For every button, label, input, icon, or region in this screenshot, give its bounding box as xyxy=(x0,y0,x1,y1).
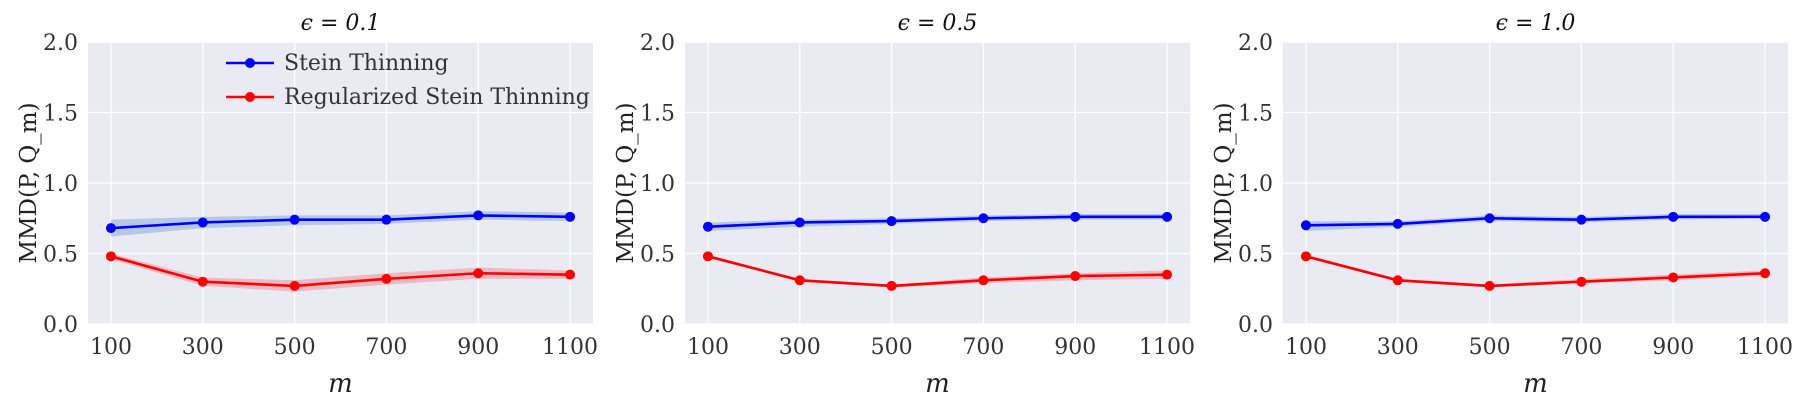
y-tick-label: 1.0 xyxy=(1238,172,1273,197)
x-tick-label: 700 xyxy=(962,335,1004,360)
data-point xyxy=(978,275,989,286)
y-tick-label: 0.0 xyxy=(1238,313,1273,338)
series-line xyxy=(1305,255,1766,288)
y-axis-label: MMD(P, Q_m) xyxy=(16,102,42,263)
y-tick-label: 0.5 xyxy=(43,243,78,268)
y-tick-label: 1.5 xyxy=(43,102,78,127)
x-tick-label: 100 xyxy=(1285,335,1327,360)
x-tick-label: 1100 xyxy=(542,335,598,360)
x-tick-label: 700 xyxy=(365,335,407,360)
chart-panel-2: 100 300 500 700 900 1100 0.0 0.5 1.0 1.5 2.0 ϵ = 0.… xyxy=(613,11,1195,399)
x-tick-label: 900 xyxy=(457,335,499,360)
data-point xyxy=(1300,220,1311,231)
data-point xyxy=(1760,211,1771,222)
data-point xyxy=(1070,211,1081,222)
legend: Stein Thinning Regularized Stein Thinning xyxy=(226,51,590,110)
x-tick-label: 100 xyxy=(90,335,132,360)
y-tick-label: 1.0 xyxy=(640,172,675,197)
x-axis-label: m xyxy=(1523,369,1548,399)
data-point xyxy=(1392,218,1403,229)
confidence-band xyxy=(707,254,1168,288)
x-tick-label: 1100 xyxy=(1139,335,1195,360)
data-point xyxy=(1484,213,1495,224)
x-tick-label: 700 xyxy=(1560,335,1602,360)
data-point xyxy=(473,210,484,221)
data-point xyxy=(886,280,897,291)
y-tick-label: 0.5 xyxy=(1238,243,1273,268)
data-point xyxy=(105,223,116,234)
legend-marker xyxy=(245,58,255,68)
x-tick-label: 500 xyxy=(274,335,316,360)
data-point xyxy=(702,221,713,232)
y-tick-label: 2.0 xyxy=(640,31,675,56)
y-tick-label: 0.5 xyxy=(640,243,675,268)
chart-panel-3: 100 300 500 700 900 1100 0.0 0.5 1.0 1.5 2.0 ϵ = 1.… xyxy=(1211,11,1793,399)
x-axis-label: m xyxy=(328,369,353,399)
data-point xyxy=(565,269,576,280)
y-tick-label: 2.0 xyxy=(1238,31,1273,56)
data-point xyxy=(1162,269,1173,280)
data-point xyxy=(1668,211,1679,222)
y-tick-label: 1.5 xyxy=(1238,102,1273,127)
data-point xyxy=(794,217,805,228)
y-axis-label: MMD(P, Q_m) xyxy=(1211,102,1237,263)
legend-marker xyxy=(245,92,255,102)
data-point xyxy=(1760,268,1771,279)
x-tick-label: 300 xyxy=(182,335,224,360)
chart-title: ϵ = 1.0 xyxy=(1496,11,1576,36)
data-point xyxy=(702,251,713,262)
series-line xyxy=(1305,215,1766,227)
data-point xyxy=(289,214,300,225)
data-point xyxy=(197,217,208,228)
x-tick-label: 500 xyxy=(871,335,913,360)
x-tick-label: 100 xyxy=(687,335,729,360)
x-tick-label: 300 xyxy=(779,335,821,360)
chart-title: ϵ = 0.1 xyxy=(301,11,381,36)
series-line xyxy=(110,255,571,288)
data-point xyxy=(1070,271,1081,282)
y-axis-label: MMD(P, Q_m) xyxy=(613,102,639,263)
data-point xyxy=(381,273,392,284)
data-point xyxy=(105,251,116,262)
legend-entry: Regularized Stein Thinning xyxy=(284,85,590,110)
x-tick-label: 900 xyxy=(1054,335,1096,360)
series-line xyxy=(110,214,571,230)
data-point xyxy=(1484,280,1495,291)
data-point xyxy=(1576,276,1587,287)
chart-panel-1: 100 300 500 700 900 1100 0.0 0.5 1.0 1.5 2.0 ϵ = 0.… xyxy=(16,11,598,399)
data-point xyxy=(1300,251,1311,262)
data-point xyxy=(886,216,897,227)
data-point xyxy=(978,213,989,224)
chart-title: ϵ = 0.5 xyxy=(898,11,978,36)
data-point xyxy=(1576,214,1587,225)
legend-entry: Stein Thinning xyxy=(284,51,449,76)
data-point xyxy=(381,214,392,225)
y-tick-label: 1.5 xyxy=(640,102,675,127)
data-point xyxy=(565,211,576,222)
data-point xyxy=(1392,275,1403,286)
data-point xyxy=(197,276,208,287)
data-point xyxy=(473,268,484,279)
series-line xyxy=(707,255,1168,288)
y-tick-label: 0.0 xyxy=(43,313,78,338)
x-tick-label: 500 xyxy=(1469,335,1511,360)
series-line xyxy=(707,215,1168,229)
y-tick-label: 1.0 xyxy=(43,172,78,197)
data-point xyxy=(1668,272,1679,283)
y-tick-label: 2.0 xyxy=(43,31,78,56)
y-tick-label: 0.0 xyxy=(640,313,675,338)
x-axis-label: m xyxy=(925,369,950,399)
data-point xyxy=(794,275,805,286)
x-tick-label: 300 xyxy=(1377,335,1419,360)
data-point xyxy=(1162,211,1173,222)
data-point xyxy=(289,280,300,291)
x-tick-label: 900 xyxy=(1652,335,1694,360)
x-tick-label: 1100 xyxy=(1737,335,1793,360)
